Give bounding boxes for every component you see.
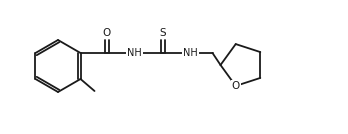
Text: NH: NH bbox=[127, 48, 142, 58]
Text: NH: NH bbox=[183, 48, 198, 58]
Text: S: S bbox=[159, 28, 166, 38]
Text: O: O bbox=[231, 81, 240, 91]
Text: O: O bbox=[102, 28, 111, 38]
